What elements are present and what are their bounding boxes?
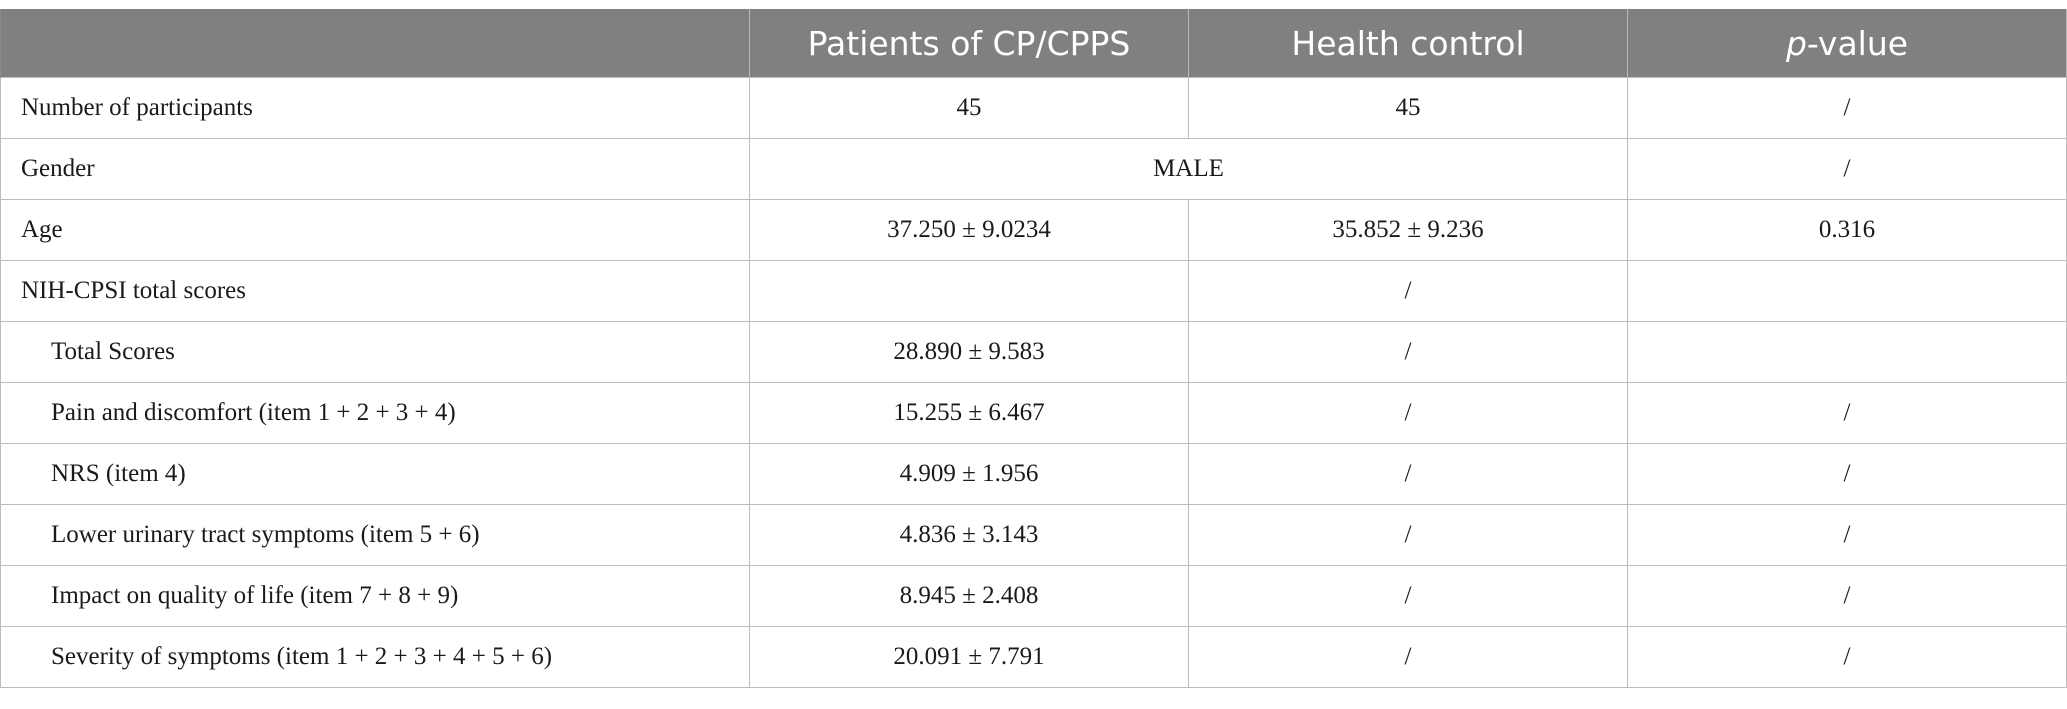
row-label: Pain and discomfort (item 1 + 2 + 3 + 4) <box>0 382 750 444</box>
cell-patients: 15.255 ± 6.467 <box>749 382 1189 444</box>
cell-control: / <box>1188 565 1628 627</box>
cell-p-value: / <box>1627 626 2067 688</box>
row-label: Age <box>0 199 750 261</box>
cell-patients: 37.250 ± 9.0234 <box>749 199 1189 261</box>
table-row: Impact on quality of life (item 7 + 8 + … <box>0 565 2067 627</box>
cell-p-value: / <box>1627 382 2067 444</box>
header-control: Health control <box>1188 9 1628 78</box>
table-row: Gender MALE / <box>0 138 2067 200</box>
cell-p-value <box>1627 260 2067 322</box>
row-label: Gender <box>0 138 750 200</box>
cell-p-value: / <box>1627 77 2067 139</box>
cell-patients: 8.945 ± 2.408 <box>749 565 1189 627</box>
table-row: Number of participants 45 45 / <box>0 77 2067 139</box>
cell-patients: 20.091 ± 7.791 <box>749 626 1189 688</box>
table-row: Severity of symptoms (item 1 + 2 + 3 + 4… <box>0 626 2067 688</box>
cell-p-value: / <box>1627 138 2067 200</box>
header-row: Patients of CP/CPPS Health control p-val… <box>0 9 2067 78</box>
table-row: Total Scores 28.890 ± 9.583 / <box>0 321 2067 383</box>
cell-control: / <box>1188 504 1628 566</box>
header-p-italic: p <box>1785 23 1807 63</box>
cell-patients: 45 <box>749 77 1189 139</box>
table-row: Age 37.250 ± 9.0234 35.852 ± 9.236 0.316 <box>0 199 2067 261</box>
cell-patients <box>749 260 1189 322</box>
cell-patients: 4.909 ± 1.956 <box>749 443 1189 505</box>
row-label: NRS (item 4) <box>0 443 750 505</box>
cell-control: 45 <box>1188 77 1628 139</box>
row-label: NIH-CPSI total scores <box>0 260 750 322</box>
table-row: Lower urinary tract symptoms (item 5 + 6… <box>0 504 2067 566</box>
cell-control: 35.852 ± 9.236 <box>1188 199 1628 261</box>
cell-patients: 28.890 ± 9.583 <box>749 321 1189 383</box>
table-row: NRS (item 4) 4.909 ± 1.956 / / <box>0 443 2067 505</box>
header-empty <box>0 9 750 78</box>
row-label: Severity of symptoms (item 1 + 2 + 3 + 4… <box>0 626 750 688</box>
cell-merged-gender: MALE <box>749 138 1628 200</box>
cell-p-value <box>1627 321 2067 383</box>
header-p-value: p-value <box>1627 9 2067 78</box>
cell-control: / <box>1188 382 1628 444</box>
row-label: Lower urinary tract symptoms (item 5 + 6… <box>0 504 750 566</box>
cell-p-value: 0.316 <box>1627 199 2067 261</box>
cell-p-value: / <box>1627 565 2067 627</box>
row-label: Total Scores <box>0 321 750 383</box>
participant-characteristics-table: Patients of CP/CPPS Health control p-val… <box>0 9 2067 688</box>
row-label: Number of participants <box>0 77 750 139</box>
cell-control: / <box>1188 321 1628 383</box>
table-row: NIH-CPSI total scores / <box>0 260 2067 322</box>
cell-control: / <box>1188 626 1628 688</box>
cell-control: / <box>1188 260 1628 322</box>
cell-p-value: / <box>1627 504 2067 566</box>
table-row: Pain and discomfort (item 1 + 2 + 3 + 4)… <box>0 382 2067 444</box>
cell-p-value: / <box>1627 443 2067 505</box>
header-p-suffix: -value <box>1806 23 1909 63</box>
cell-patients: 4.836 ± 3.143 <box>749 504 1189 566</box>
row-label: Impact on quality of life (item 7 + 8 + … <box>0 565 750 627</box>
header-patients: Patients of CP/CPPS <box>749 9 1189 78</box>
cell-control: / <box>1188 443 1628 505</box>
